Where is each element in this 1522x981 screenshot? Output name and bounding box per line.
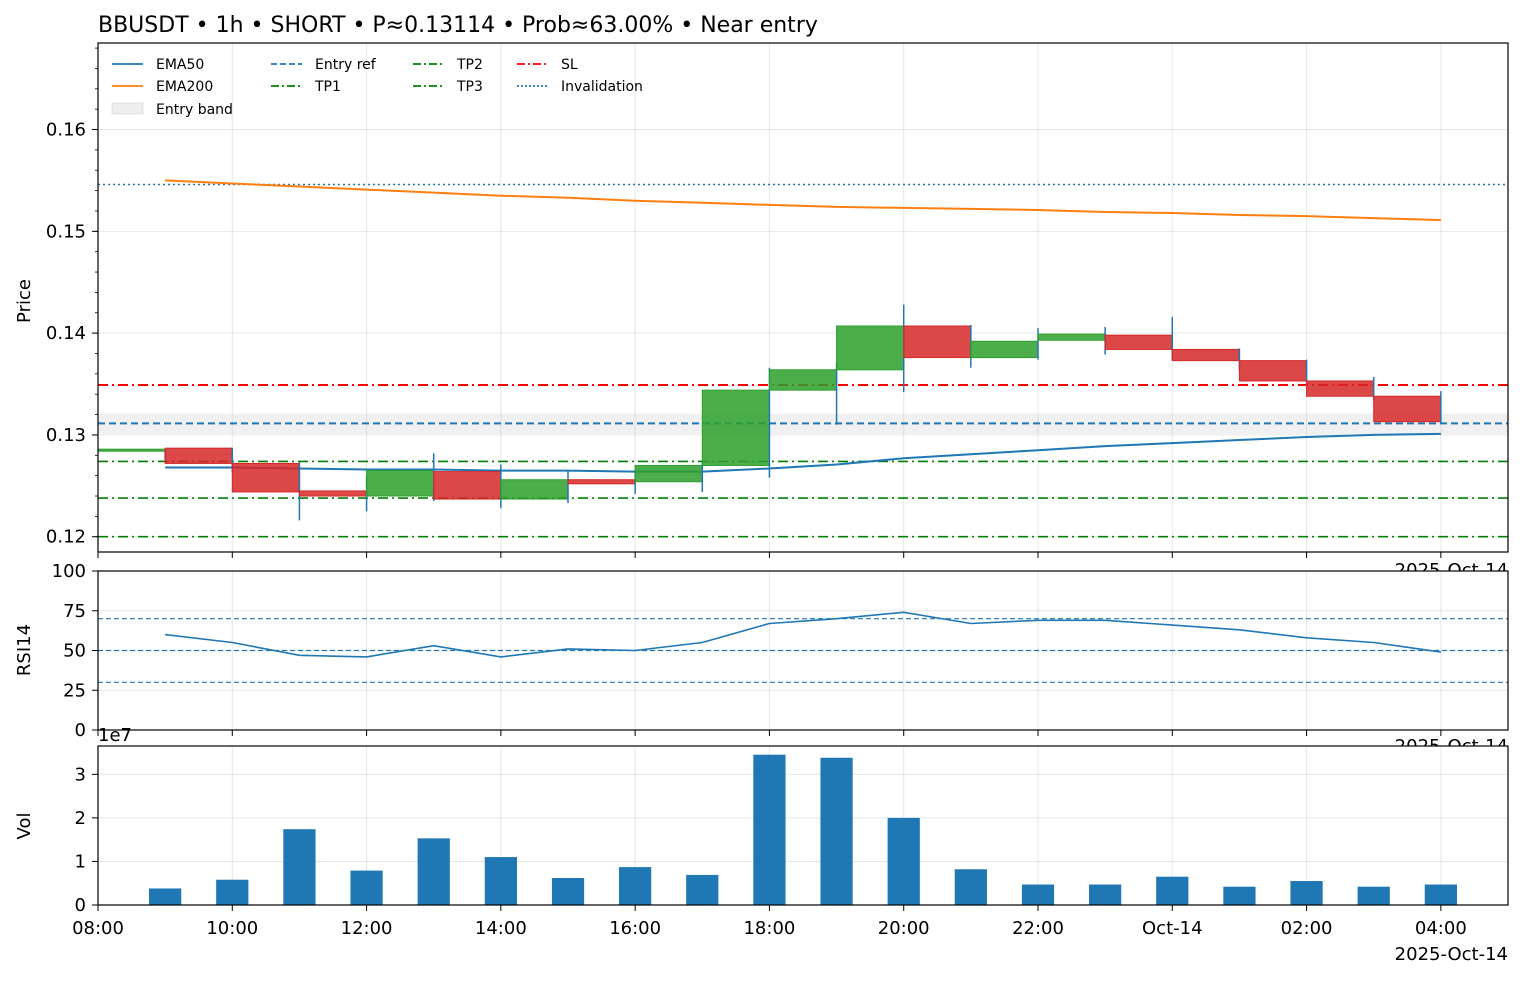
- volume-bar: [1089, 884, 1122, 905]
- candle-body: [1037, 333, 1106, 341]
- rsi-ytick-label: 100: [52, 561, 86, 582]
- price-legend: EMA50 EMA200 Entry band Entry ref TP1 TP2 TP3 S…: [111, 57, 643, 118]
- volume-bar: [686, 874, 719, 905]
- volume-bar: [820, 757, 853, 905]
- candle-body: [97, 448, 166, 452]
- volume-bar: [1223, 886, 1256, 905]
- price-axes-frame: [97, 42, 1509, 553]
- volume-date-label: 2025-Oct-14: [1395, 944, 1508, 965]
- volume-xtick-label: 16:00: [609, 918, 661, 939]
- candle-body: [164, 447, 233, 464]
- candle-body: [1373, 395, 1442, 423]
- price-ylabel: Price: [14, 279, 35, 323]
- volume-axes-frame: [97, 745, 1509, 906]
- volume-xtick-label: 14:00: [475, 918, 527, 939]
- volume-ytick-label: 1: [75, 851, 86, 872]
- candle-body: [366, 470, 435, 497]
- volume-xtick-label: 18:00: [743, 918, 795, 939]
- volume-xtick-label: 04:00: [1415, 918, 1467, 939]
- price-ytick-label: 0.14: [46, 323, 86, 344]
- candle-body: [298, 490, 368, 497]
- volume-bar: [1290, 881, 1323, 905]
- volume-panel: 0 1 2 3 08:00 10:00 12:00 14:00 16:00 18:00 20:00…: [14, 725, 1509, 965]
- volume-bar: [350, 870, 383, 905]
- volume-bar: [753, 754, 786, 905]
- candle-body: [836, 325, 905, 371]
- candle-body: [1104, 334, 1173, 350]
- volume-bar: [1357, 886, 1390, 905]
- ema50-line: [165, 432, 1441, 473]
- volume-bar: [283, 829, 316, 905]
- candle-body: [567, 479, 636, 485]
- volume-bar: [484, 857, 517, 905]
- legend-label: Entry band: [156, 102, 233, 118]
- volume-bar: [619, 867, 652, 905]
- candle-body: [1238, 360, 1308, 382]
- price-ytick-label: 0.12: [46, 527, 86, 548]
- legend-label: Entry ref: [315, 57, 377, 73]
- volume-bar: [1021, 884, 1055, 905]
- candle-body: [634, 464, 703, 483]
- volume-bar: [1156, 876, 1189, 905]
- candle-body: [701, 389, 770, 466]
- legend-label: TP2: [456, 57, 483, 73]
- price-ytick-label: 0.16: [46, 120, 86, 141]
- candle-body: [1171, 348, 1240, 362]
- volume-panel-background: [98, 746, 1508, 905]
- volume-ytick-label: 0: [75, 895, 86, 916]
- volume-xtick-label: 20:00: [878, 918, 930, 939]
- volume-xtick-label: 02:00: [1281, 918, 1333, 939]
- volume-xtick-label: 12:00: [341, 918, 393, 939]
- legend-swatch: [111, 102, 144, 115]
- legend-label: Invalidation: [561, 79, 643, 95]
- legend-label: SL: [561, 57, 578, 73]
- volume-xtick-label: Oct-14: [1142, 918, 1203, 939]
- price-ytick-label: 0.15: [46, 221, 86, 242]
- volume-bar: [216, 879, 249, 905]
- candle-body: [1306, 380, 1375, 397]
- rsi-line: [165, 611, 1442, 658]
- price-panel: 0.120.130.140.150.16 Price 2025-Oct-14 E…: [14, 42, 1509, 581]
- volume-ylabel: Vol: [14, 813, 35, 840]
- volume-xtick-label: 10:00: [206, 918, 258, 939]
- candle-body: [903, 325, 972, 359]
- candle-body: [768, 369, 838, 391]
- rsi-ytick-label: 50: [63, 641, 86, 662]
- ema200-line: [165, 179, 1441, 222]
- legend-label: EMA200: [156, 79, 213, 95]
- volume-bar: [887, 817, 920, 905]
- volume-xtick-label: 08:00: [72, 918, 124, 939]
- rsi-ytick-label: 0: [75, 720, 86, 741]
- volume-bar: [1424, 884, 1457, 905]
- legend-label: EMA50: [156, 57, 204, 73]
- candle-body: [231, 462, 300, 493]
- volume-bar: [954, 869, 987, 905]
- candle-body: [500, 479, 569, 500]
- chart-title: BBUSDT • 1h • SHORT • P≈0.13114 • Prob≈6…: [98, 13, 818, 38]
- volume-bar: [551, 877, 585, 905]
- rsi-ytick-label: 25: [63, 680, 86, 701]
- rsi-ytick-label: 75: [63, 601, 86, 622]
- volume-offset-label: 1e7: [98, 725, 132, 746]
- volume-bar: [149, 888, 182, 905]
- candle-body: [970, 340, 1039, 359]
- rsi-ylabel: RSI14: [14, 624, 35, 676]
- volume-bar: [417, 838, 450, 905]
- legend-label: TP3: [456, 79, 483, 95]
- volume-ytick-label: 3: [75, 764, 86, 785]
- legend-label: TP1: [314, 79, 341, 95]
- candle-body: [433, 471, 502, 500]
- price-ytick-label: 0.13: [46, 425, 86, 446]
- volume-ytick-label: 2: [75, 808, 86, 829]
- volume-xtick-label: 22:00: [1012, 918, 1064, 939]
